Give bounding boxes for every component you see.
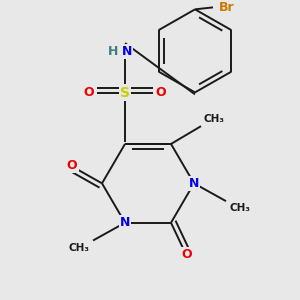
Text: O: O <box>84 86 94 99</box>
Text: O: O <box>182 248 192 261</box>
Text: N: N <box>122 44 132 58</box>
Text: N: N <box>120 216 130 229</box>
Text: O: O <box>156 86 166 99</box>
Text: S: S <box>120 85 130 100</box>
Text: CH₃: CH₃ <box>204 114 225 124</box>
Text: CH₃: CH₃ <box>69 242 90 253</box>
Text: O: O <box>67 159 77 172</box>
Text: CH₃: CH₃ <box>229 203 250 213</box>
Text: Br: Br <box>219 1 235 14</box>
Text: H: H <box>108 44 118 58</box>
Text: N: N <box>189 177 199 190</box>
